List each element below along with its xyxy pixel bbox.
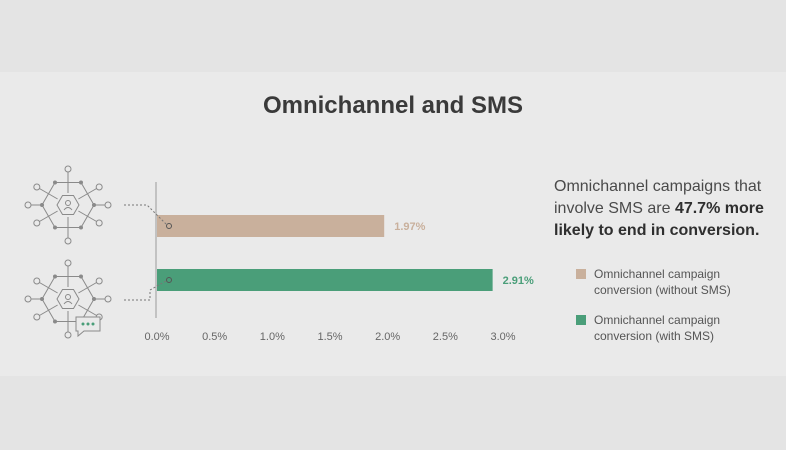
x-tick-label: 0.5% xyxy=(202,331,227,343)
legend-label-with-sms: Omnichannel campaign conversion (with SM… xyxy=(594,313,721,343)
legend-item-with-sms: Omnichannel campaign conversion (with SM… xyxy=(576,312,776,344)
axis-layer: 0.0% 0.5% 1.0% 1.5% 2.0% 2.5% 3.0% xyxy=(144,182,516,343)
x-tick-label: 2.5% xyxy=(433,331,458,343)
x-tick-label: 3.0% xyxy=(490,331,515,343)
background-band xyxy=(0,72,786,376)
x-tick-label: 1.5% xyxy=(317,331,342,343)
bar xyxy=(157,269,493,291)
connector-line xyxy=(124,204,167,225)
legend-item-without-sms: Omnichannel campaign conversion (without… xyxy=(576,266,776,298)
description-prefix: Omnichannel campaigns that involve SMS a… xyxy=(554,178,762,217)
description-highlight: 47.7% more likely to end in conversion. xyxy=(554,200,764,239)
bar-value-label: 1.97% xyxy=(394,221,425,233)
x-tick-label: 2.0% xyxy=(375,331,400,343)
x-tick-label: 0.0% xyxy=(144,331,169,343)
x-tick-label: 1.0% xyxy=(260,331,285,343)
chat-bubble-icon xyxy=(75,316,101,338)
connector-line xyxy=(124,280,167,301)
bars-layer: 1.97% 2.91% xyxy=(124,204,534,301)
chart-title: Omnichannel and SMS xyxy=(262,92,524,119)
icons-layer xyxy=(24,165,112,339)
description: Omnichannel campaigns that involve SMS a… xyxy=(554,176,776,242)
bar xyxy=(157,215,385,237)
legend-swatch-without-sms xyxy=(576,269,586,279)
bar-value-label: 2.91% xyxy=(503,275,534,287)
legend-label-without-sms: Omnichannel campaign conversion (without… xyxy=(594,267,731,297)
bar-marker xyxy=(166,223,172,229)
omnichannel-network-icon xyxy=(24,165,112,245)
legend-swatch-with-sms xyxy=(576,315,586,325)
omnichannel-sms-network-icon xyxy=(24,259,112,339)
legend: Omnichannel campaign conversion (without… xyxy=(576,266,776,358)
bar-marker xyxy=(166,277,172,283)
